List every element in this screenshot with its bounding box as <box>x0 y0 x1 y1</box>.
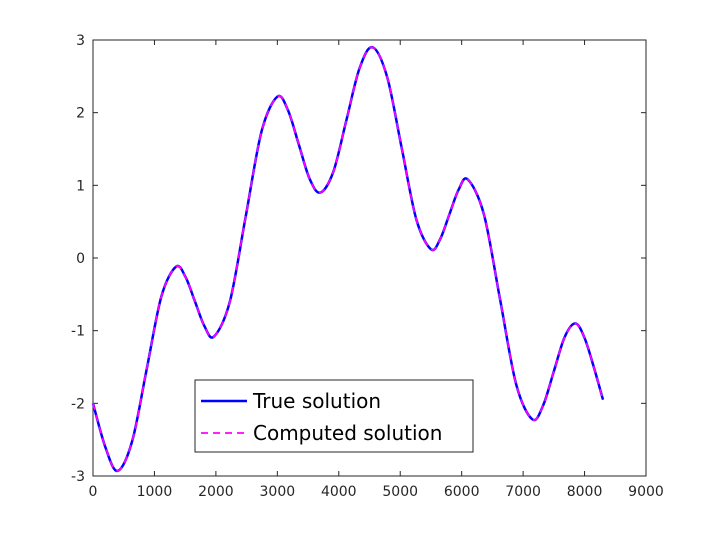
y-tick-label: 0 <box>76 251 85 267</box>
x-tick-label: 5000 <box>382 484 418 500</box>
y-tick-label: -1 <box>71 324 85 340</box>
x-tick-label: 2000 <box>198 484 234 500</box>
legend-label: True solution <box>252 389 381 413</box>
legend-box <box>194 379 474 453</box>
y-tick-label: -3 <box>71 469 85 485</box>
legend-label: Computed solution <box>253 421 442 445</box>
x-tick-label: 7000 <box>505 484 541 500</box>
x-tick-label: 9000 <box>628 484 664 500</box>
y-tick-label: 2 <box>76 106 85 122</box>
series-line <box>92 46 604 472</box>
x-tick-label: 8000 <box>567 484 603 500</box>
y-tick-label: -2 <box>71 396 85 412</box>
y-tick-label: 3 <box>76 33 85 49</box>
x-tick-label: 4000 <box>321 484 357 500</box>
x-tick-label: 1000 <box>137 484 173 500</box>
x-tick-label: 3000 <box>260 484 296 500</box>
x-tick-label: 6000 <box>444 484 480 500</box>
x-tick-label: 0 <box>89 484 98 500</box>
y-tick-label: 1 <box>76 178 85 194</box>
